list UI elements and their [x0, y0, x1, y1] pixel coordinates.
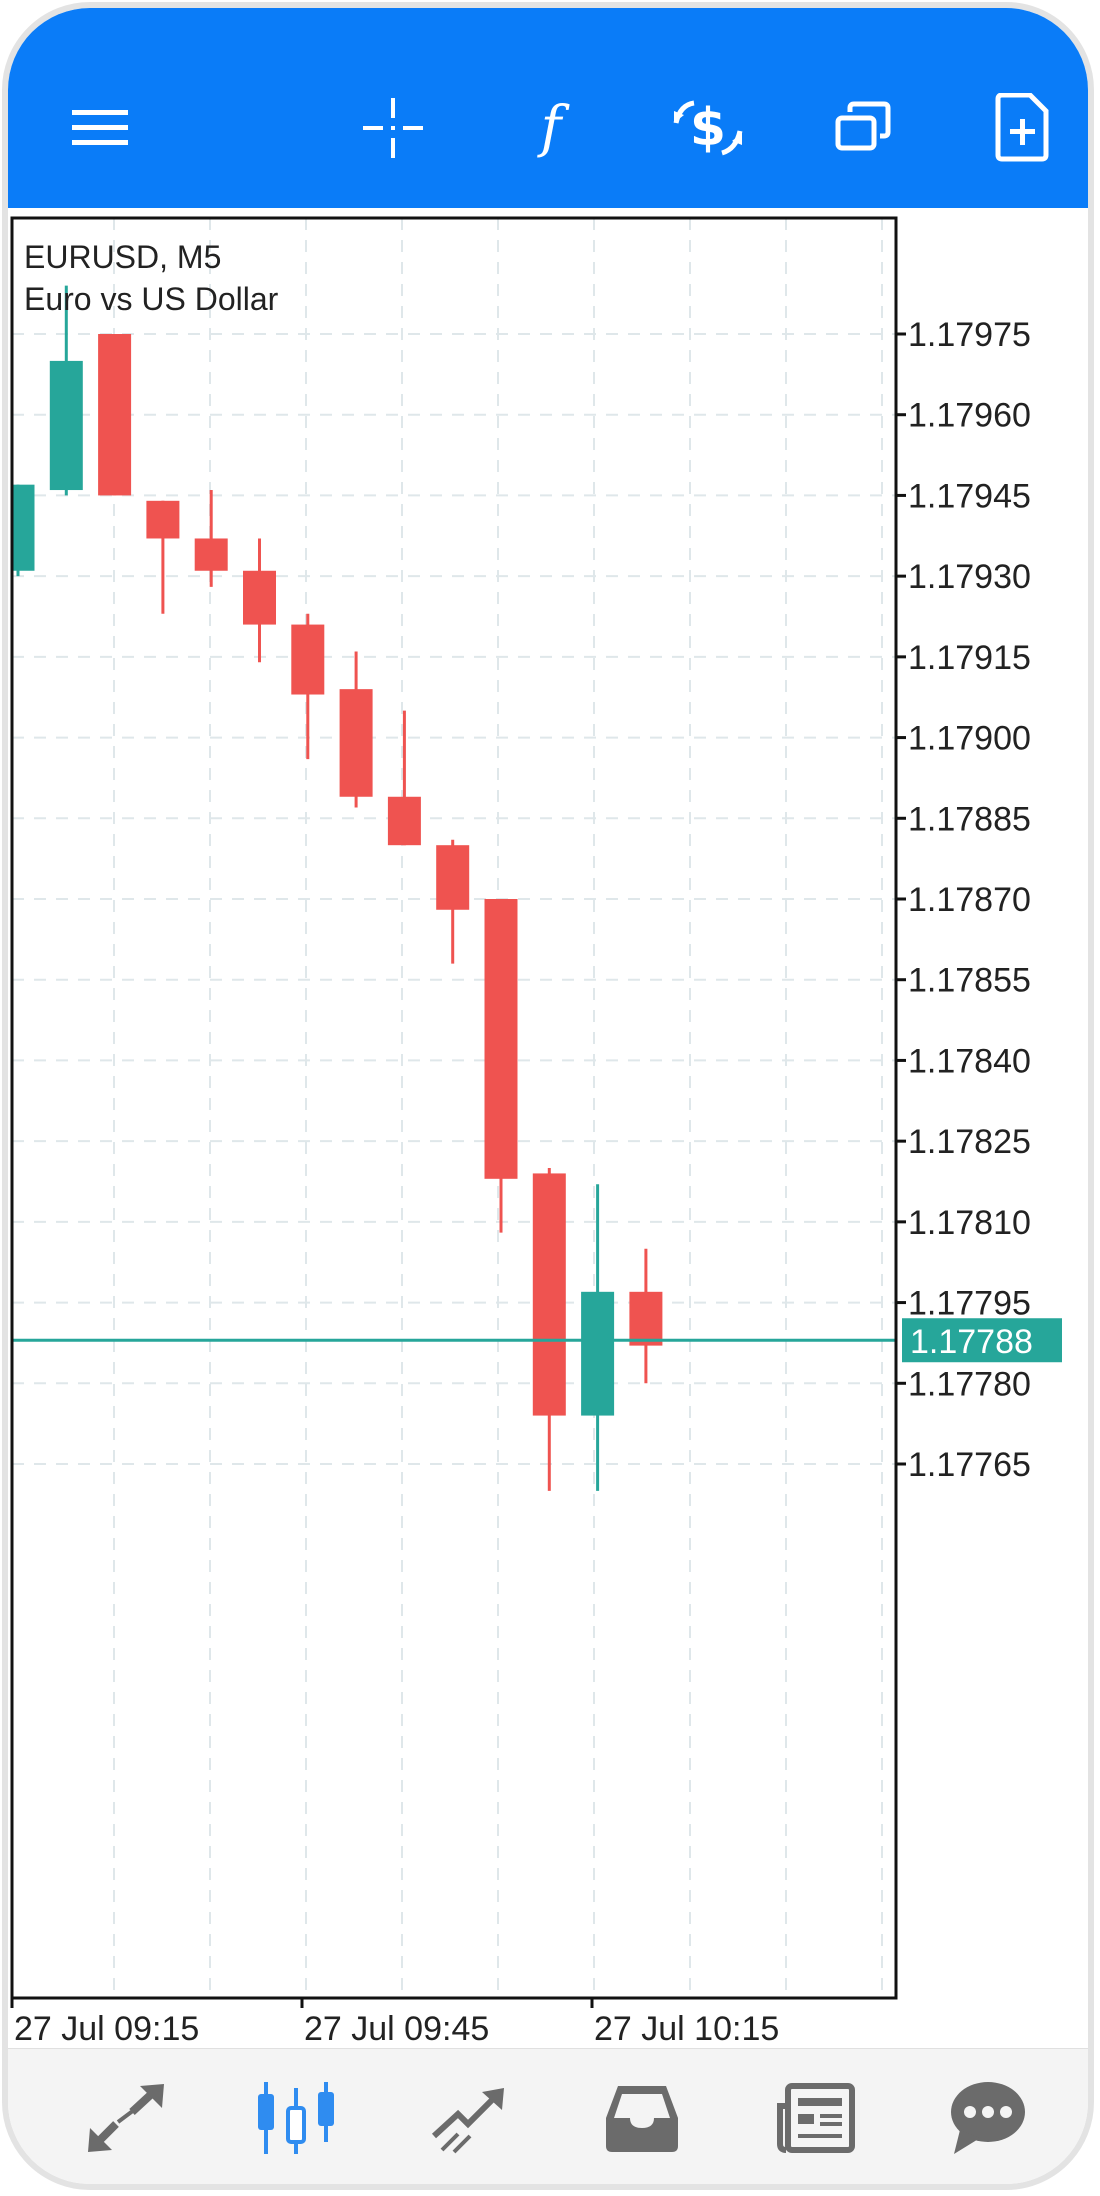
- price-tick-label: 1.17975: [908, 316, 1031, 354]
- candle-body[interactable]: [98, 334, 132, 496]
- nav-news[interactable]: [766, 2073, 866, 2163]
- function-icon: f: [537, 96, 571, 160]
- new-object-button[interactable]: [982, 88, 1062, 168]
- menu-icon: [72, 110, 128, 145]
- crosshair-button[interactable]: [353, 88, 433, 168]
- chart-icon: [258, 2082, 334, 2154]
- windows-icon: [835, 101, 891, 151]
- nav-chart[interactable]: [246, 2073, 346, 2163]
- price-tick-label: 1.17900: [908, 720, 1031, 758]
- price-tick-label: 1.17915: [908, 639, 1031, 677]
- news-icon: [777, 2083, 855, 2153]
- crosshair-icon: [363, 98, 423, 158]
- chat-icon: [951, 2082, 1025, 2154]
- quotes-icon: [88, 2084, 164, 2152]
- chart-area[interactable]: 1.17975 1.17960 1.17945 1.17930 1.17915 1.179…: [8, 208, 1094, 2048]
- price-tick-label: 1.17855: [908, 962, 1031, 1000]
- price-tick-label: 1.17795: [908, 1285, 1031, 1323]
- price-tick-label: 1.17810: [908, 1204, 1031, 1242]
- time-tick-label: 27 Jul 09:45: [304, 2010, 489, 2048]
- price-tick-label: 1.17765: [908, 1446, 1031, 1484]
- time-tick-label: 27 Jul 09:15: [14, 2010, 199, 2048]
- trade-button[interactable]: $: [668, 88, 748, 168]
- candle-body[interactable]: [243, 570, 276, 625]
- price-tick-label: 1.17780: [908, 1365, 1031, 1403]
- candle-body[interactable]: [532, 1173, 566, 1416]
- candle-body[interactable]: [49, 360, 83, 491]
- bottom-navigation: [8, 2048, 1088, 2184]
- menu-button[interactable]: [60, 88, 140, 168]
- nav-history[interactable]: [592, 2073, 692, 2163]
- windows-button[interactable]: [824, 88, 904, 168]
- candle-body[interactable]: [436, 845, 470, 910]
- svg-text:f: f: [537, 96, 571, 160]
- trade-dollar-icon: $: [673, 98, 743, 158]
- candle-body[interactable]: [146, 500, 180, 539]
- price-chart[interactable]: 1.17975 1.17960 1.17945 1.17930 1.17915 1.179…: [8, 208, 1094, 2048]
- svg-text:$: $: [690, 98, 726, 158]
- price-tick-label: 1.17885: [908, 800, 1031, 838]
- candle-body[interactable]: [387, 796, 421, 846]
- price-tick-label: 1.17840: [908, 1042, 1031, 1080]
- time-tick-label: 27 Jul 10:15: [594, 2010, 779, 2048]
- candle-body[interactable]: [291, 624, 325, 695]
- candle-body[interactable]: [339, 689, 373, 797]
- price-tick-label: 1.17930: [908, 558, 1031, 596]
- price-tick-label: 1.17945: [908, 477, 1031, 515]
- plot-frame: [10, 216, 898, 2000]
- history-icon: [606, 2086, 678, 2152]
- current-price-label: 1.17788: [910, 1323, 1033, 1361]
- current-price-badge: [902, 1318, 1062, 1363]
- price-tick-label: 1.17870: [908, 881, 1031, 919]
- nav-quotes[interactable]: [76, 2073, 176, 2163]
- candle-body[interactable]: [484, 899, 518, 1179]
- candle-body[interactable]: [581, 1291, 615, 1416]
- nav-trade[interactable]: [418, 2073, 518, 2163]
- candle-body[interactable]: [629, 1291, 663, 1346]
- trade-icon: [431, 2088, 504, 2154]
- top-toolbar: f $: [8, 8, 1088, 208]
- indicators-button[interactable]: f: [511, 88, 591, 168]
- price-tick-label: 1.17825: [908, 1123, 1031, 1161]
- candle-body[interactable]: [12, 484, 35, 571]
- candle-body[interactable]: [194, 538, 228, 571]
- nav-chat[interactable]: [938, 2073, 1038, 2163]
- new-object-icon: [995, 93, 1049, 162]
- price-tick-label: 1.17960: [908, 397, 1031, 435]
